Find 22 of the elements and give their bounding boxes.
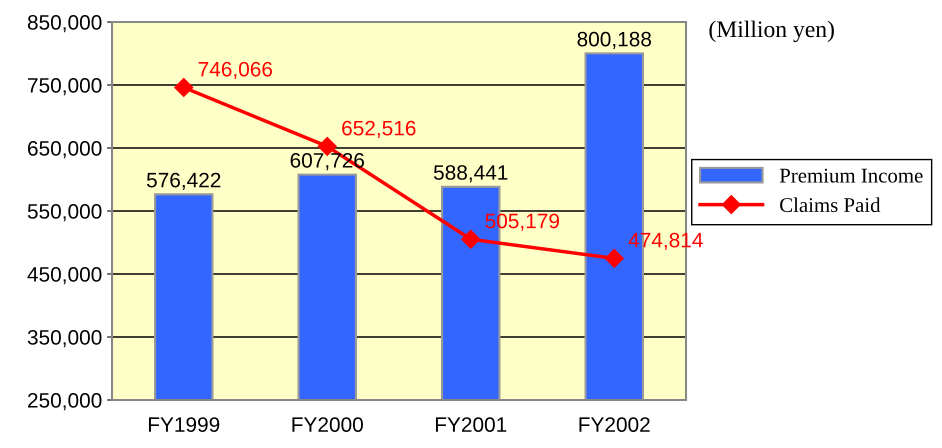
y-tick-label: 850,000 xyxy=(28,15,102,32)
y-tick-label: 250,000 xyxy=(28,393,102,410)
legend-label: Premium Income xyxy=(780,168,923,183)
point xyxy=(604,248,624,268)
x-tick-label: FY1999 xyxy=(148,417,220,432)
data-label: 746,066 xyxy=(198,62,272,80)
y-tick-label: 750,000 xyxy=(28,78,102,96)
point xyxy=(174,78,194,98)
data-label: 588,441 xyxy=(434,165,508,182)
data-label: 800,188 xyxy=(578,32,651,49)
point xyxy=(461,230,480,249)
y-tick-label: 450,000 xyxy=(27,267,102,284)
text: (Million yen) xyxy=(709,20,834,42)
x-tick-label: FY2002 xyxy=(579,417,650,432)
legend-label: Claims Paid xyxy=(780,197,880,212)
data-label: 576,422 xyxy=(146,172,220,190)
x-tick-label: FY2001 xyxy=(436,417,506,432)
y-tick-label: 550,000 xyxy=(28,204,102,222)
y-tick-label: 350,000 xyxy=(28,330,102,348)
data-label: 652,516 xyxy=(342,120,416,138)
y-tick-label: 650,000 xyxy=(28,141,102,158)
x-tick-label: FY2000 xyxy=(292,417,363,432)
